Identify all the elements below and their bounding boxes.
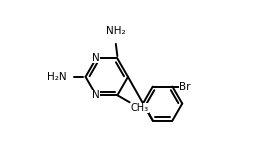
Text: H₂N: H₂N bbox=[47, 72, 67, 82]
Text: CH₃: CH₃ bbox=[130, 103, 148, 113]
Text: NH₂: NH₂ bbox=[106, 26, 126, 36]
Text: N: N bbox=[92, 90, 100, 100]
Text: Br: Br bbox=[179, 82, 190, 92]
Text: N: N bbox=[92, 53, 100, 64]
